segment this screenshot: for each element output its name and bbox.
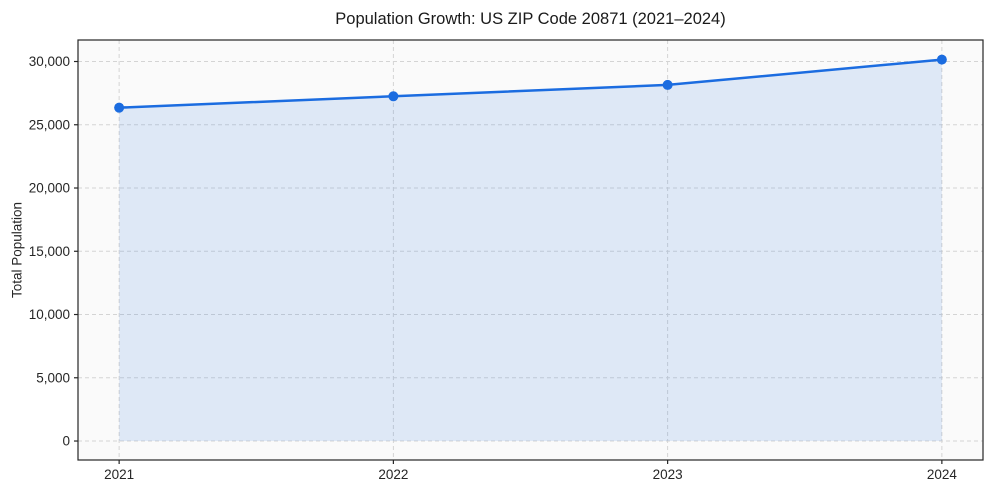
data-point-2023 <box>662 79 673 90</box>
plot-spines <box>77 39 984 461</box>
data-line <box>117 58 944 109</box>
data-point-2022 <box>388 91 399 102</box>
y-tick-label-15000: 15,000 <box>29 244 70 259</box>
y-tick-label-30000: 30,000 <box>29 54 70 69</box>
x-tick-label-2022: 2022 <box>378 467 408 482</box>
plot-background <box>78 40 983 460</box>
x-tick-label-2021: 2021 <box>104 467 134 482</box>
y-tick-label-0: 0 <box>62 434 70 449</box>
y-tick-label-5000: 5,000 <box>36 370 70 385</box>
x-tick-label-2023: 2023 <box>653 467 683 482</box>
y-tick-label-10000: 10,000 <box>29 307 70 322</box>
data-point-2024 <box>936 54 947 65</box>
x-tick-label-2024: 2024 <box>927 467 958 482</box>
chart-title: Population Growth: US ZIP Code 20871 (20… <box>335 10 726 28</box>
area-fill <box>119 59 942 442</box>
data-point-2021 <box>114 102 125 113</box>
y-tick-label-20000: 20,000 <box>29 181 70 196</box>
y-tick-label-25000: 25,000 <box>29 117 70 132</box>
